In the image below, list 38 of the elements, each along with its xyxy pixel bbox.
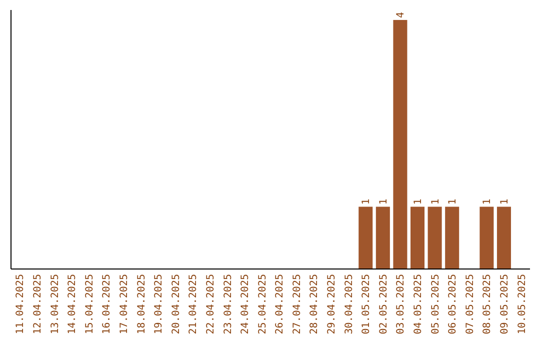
data-label: 1 — [361, 198, 372, 205]
data-label: 4 — [396, 12, 407, 18]
x-tick-label: 24.04.2025 — [240, 274, 252, 334]
x-tick-label: 16.04.2025 — [102, 274, 113, 334]
x-tick-label: 04.05.2025 — [413, 274, 424, 334]
x-tick-label: 21.04.2025 — [188, 274, 200, 334]
x-tick-label: 09.05.2025 — [499, 274, 510, 334]
x-tick-label: 13.04.2025 — [50, 274, 61, 334]
x-tick-label: 08.05.2025 — [482, 274, 494, 334]
x-tick-label: 12.04.2025 — [32, 274, 44, 334]
x-tick-label: 29.04.2025 — [326, 274, 338, 334]
x-tick-label: 26.04.2025 — [274, 274, 286, 334]
x-tick-label: 25.04.2025 — [257, 274, 268, 334]
data-label: 1 — [413, 198, 424, 205]
x-tick-label: 15.04.2025 — [84, 274, 96, 334]
data-label: 1 — [499, 198, 510, 205]
x-tick-label: 19.04.2025 — [154, 274, 165, 334]
x-tick-label: 27.04.2025 — [292, 274, 303, 334]
x-tick-label: 10.05.2025 — [516, 274, 528, 334]
x-tick-label: 28.04.2025 — [309, 274, 320, 334]
x-tick-label: 06.05.2025 — [448, 274, 459, 334]
x-tick-label: 17.04.2025 — [119, 274, 130, 334]
data-label: 1 — [482, 198, 494, 205]
x-tick-label: 03.05.2025 — [396, 274, 407, 334]
x-tick-label: 30.04.2025 — [344, 274, 355, 334]
data-label: 1 — [448, 198, 459, 205]
data-label: 1 — [378, 198, 390, 205]
x-tick-label: 02.05.2025 — [378, 274, 390, 334]
x-tick-label: 01.05.2025 — [361, 274, 372, 334]
x-tick-label: 20.04.2025 — [170, 274, 182, 334]
x-tick-label: 18.04.2025 — [136, 274, 148, 334]
x-tick-label: 07.05.2025 — [464, 274, 476, 334]
x-tick-label: 14.04.2025 — [67, 274, 78, 334]
x-tick-label: 22.04.2025 — [205, 274, 216, 334]
x-tick-label: 23.04.2025 — [222, 274, 234, 334]
x-tick-label: 11.04.2025 — [15, 274, 26, 334]
x-tick-label: 05.05.2025 — [430, 274, 442, 334]
data-label: 1 — [430, 198, 442, 205]
